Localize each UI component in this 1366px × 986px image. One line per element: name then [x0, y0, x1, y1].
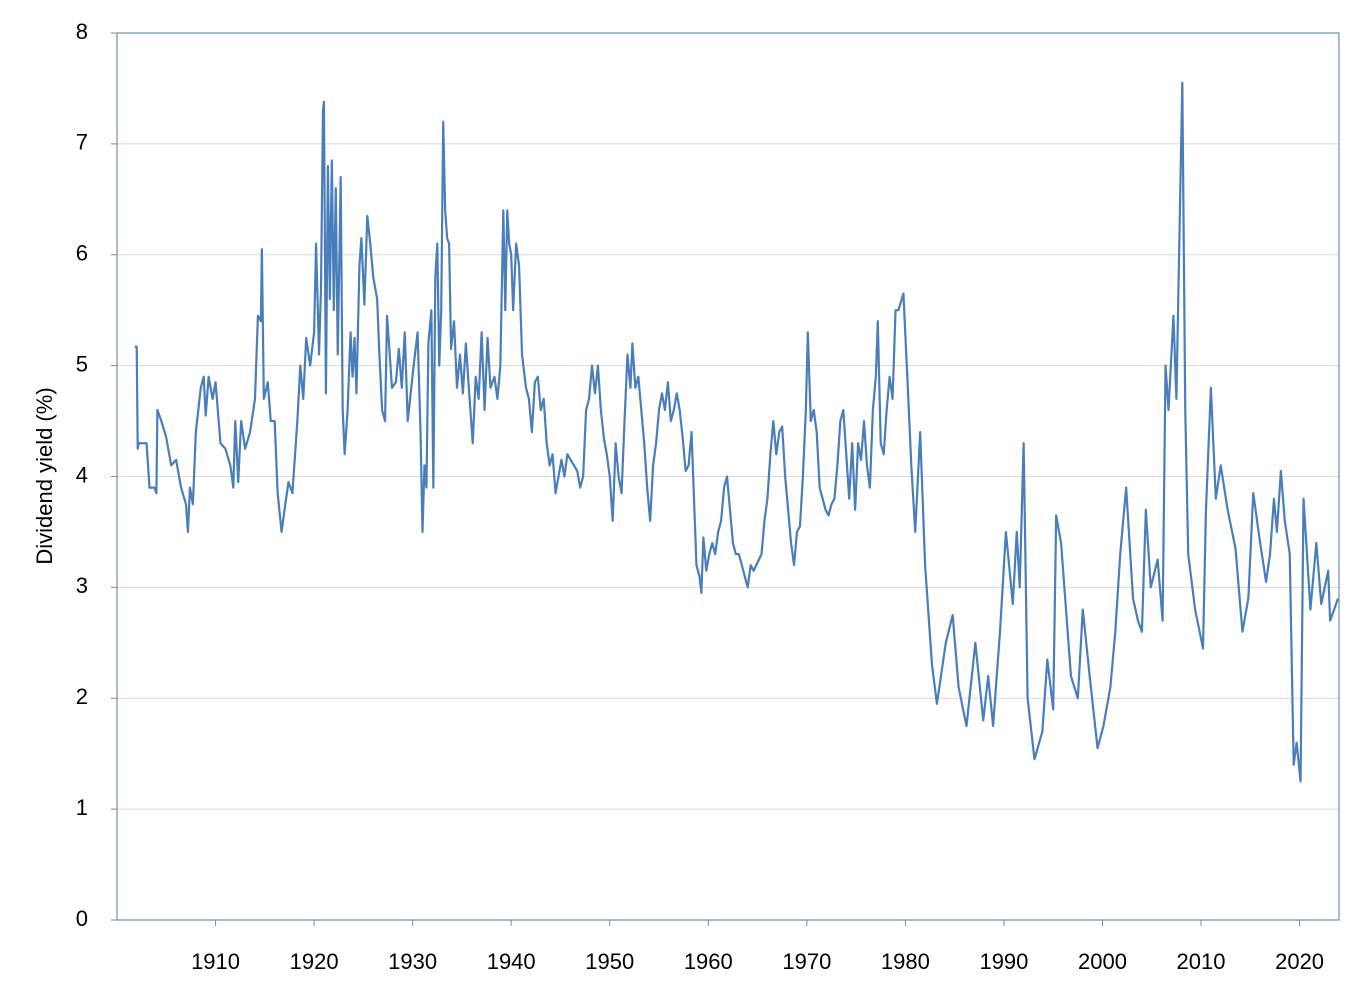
x-tick-label: 1970 — [782, 949, 831, 974]
y-tick-label: 7 — [76, 130, 88, 155]
y-tick-label: 8 — [76, 19, 88, 44]
x-tick-label: 1990 — [979, 949, 1028, 974]
x-tick-label: 1960 — [684, 949, 733, 974]
x-tick-label: 1920 — [290, 949, 339, 974]
plot-frame — [116, 32, 1340, 921]
data-line — [134, 81, 1340, 783]
y-tick-label: 0 — [76, 906, 88, 931]
x-tick-label: 2000 — [1078, 949, 1127, 974]
y-tick-label: 5 — [76, 351, 88, 376]
x-tick-label: 1940 — [487, 949, 536, 974]
y-tick-label: 3 — [76, 573, 88, 598]
y-tick-label: 4 — [76, 462, 88, 487]
x-tick-label: 1910 — [191, 949, 240, 974]
x-tick-label: 2020 — [1275, 949, 1324, 974]
y-tick-label: 6 — [76, 241, 88, 266]
x-tick-label: 1950 — [585, 949, 634, 974]
y-tick-label: 1 — [76, 795, 88, 820]
y-tick-label: 2 — [76, 684, 88, 709]
x-tick-label: 1980 — [881, 949, 930, 974]
y-axis-label: Dividend yield (%) — [32, 387, 57, 564]
x-tick-label: 2010 — [1177, 949, 1226, 974]
x-tick-label: 1930 — [388, 949, 437, 974]
